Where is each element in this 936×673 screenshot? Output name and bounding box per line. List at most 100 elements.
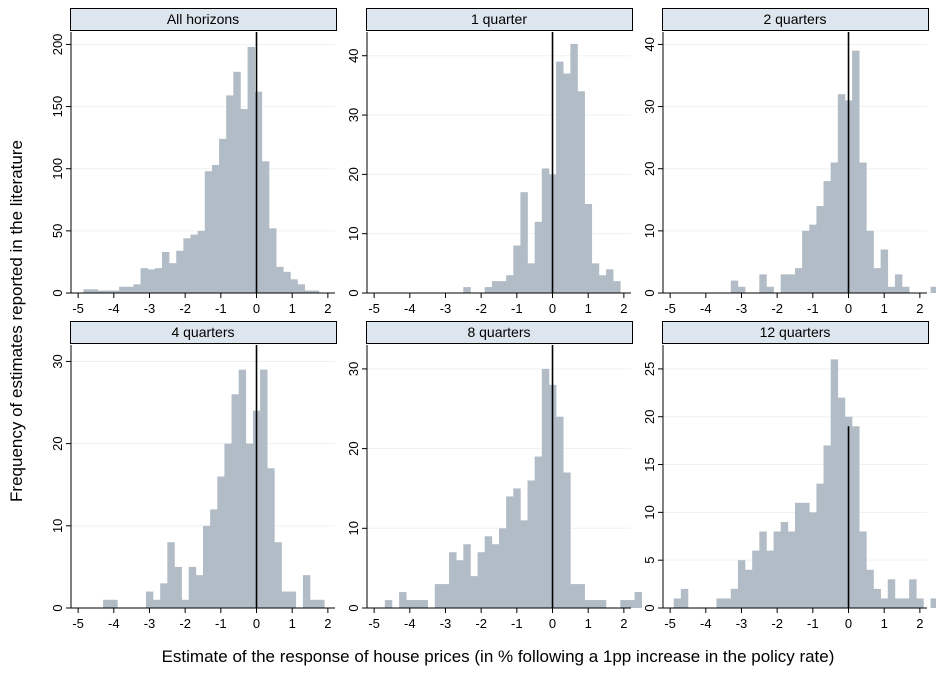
histogram-bar	[261, 161, 270, 293]
histogram-bar	[126, 286, 134, 293]
x-tick-label: -4	[700, 616, 712, 631]
histogram-bar	[195, 575, 204, 608]
histogram-bar	[97, 290, 106, 293]
x-tick-label: -2	[179, 616, 191, 631]
histogram-bar	[449, 552, 457, 608]
histogram-bar	[737, 560, 746, 608]
histogram-bar	[541, 368, 550, 608]
histogram-bar	[317, 599, 325, 608]
histogram-bar	[730, 280, 739, 293]
histogram-bar	[434, 584, 443, 608]
panels: All horizons 0 5 0 10 0 150 20 0 -5 -4 -3 -2 -1 0 1 2 1 q…	[50, 8, 936, 631]
histogram-bar	[634, 592, 643, 608]
histogram-bar	[930, 286, 936, 293]
histogram-bar	[563, 73, 571, 293]
histogram-bar	[506, 496, 514, 608]
panel-title: All horizons	[167, 11, 239, 27]
histogram-bar	[219, 138, 227, 293]
histogram-bar	[880, 598, 889, 608]
histogram-bar	[304, 290, 313, 293]
histogram-bar	[238, 369, 247, 608]
x-tick-label: -4	[700, 301, 712, 316]
histogram-bar	[866, 230, 874, 293]
histogram-bar	[513, 488, 521, 608]
histogram-bar	[463, 287, 471, 293]
x-tick-label: -5	[368, 301, 380, 316]
histogram-bar	[866, 569, 874, 608]
histogram-bar	[570, 584, 578, 608]
histogram-bar	[506, 275, 514, 293]
histogram-bar	[773, 531, 782, 608]
histogram-bar	[673, 598, 682, 608]
histogram-bar	[181, 599, 190, 608]
histogram-bar	[737, 286, 746, 293]
x-tick-label: -5	[664, 616, 676, 631]
histogram-bar	[513, 245, 521, 293]
x-tick-label: 1	[289, 301, 296, 316]
y-tick-label: 0	[50, 289, 65, 296]
histogram-bar	[283, 271, 291, 293]
histogram-bar	[873, 268, 881, 293]
x-tick-label: -4	[404, 301, 416, 316]
histogram-bar	[477, 552, 486, 608]
panel-title: 1 quarter	[471, 11, 527, 27]
histogram-bar	[802, 502, 810, 608]
histogram-bar	[183, 238, 191, 293]
y-tick-label: 5	[642, 557, 657, 564]
x-tick-label: 2	[916, 301, 923, 316]
histogram-bar	[745, 569, 753, 608]
histogram-bar	[930, 598, 936, 608]
histogram-bar	[859, 162, 867, 293]
histogram-bar	[520, 520, 528, 608]
histogram-bar	[816, 206, 824, 293]
histogram-bar	[276, 266, 284, 293]
y-tick-label: 150	[50, 96, 65, 118]
histogram-bar	[399, 592, 407, 608]
x-tick-label: -2	[475, 301, 487, 316]
x-tick-label: -2	[771, 616, 783, 631]
y-tick-label: 10	[50, 519, 65, 533]
panel-header	[70, 8, 337, 31]
panel-header	[662, 321, 929, 344]
x-tick-label: 1	[585, 616, 592, 631]
x-tick-label: -1	[807, 616, 819, 631]
histogram-bar	[766, 550, 774, 608]
histogram-bar	[160, 583, 168, 608]
y-tick-label: 0	[642, 289, 657, 296]
y-tick-label: 10	[346, 226, 361, 240]
panel-5: 8 quarters 0 10 20 30 -5 -4 -3 -2 -1 0 1 2	[346, 321, 643, 631]
histogram-bar	[224, 443, 232, 608]
y-tick-label: 40	[346, 48, 361, 62]
y-tick-label: 0	[642, 604, 657, 611]
histogram-bar	[759, 531, 767, 608]
x-tick-label: 0	[549, 301, 556, 316]
histogram-bar	[491, 544, 500, 608]
x-tick-label: -3	[440, 616, 452, 631]
histogram-bar	[570, 43, 578, 294]
histogram-bar	[413, 600, 421, 608]
x-tick-label: 1	[585, 301, 592, 316]
histogram-bar	[297, 284, 305, 293]
histogram-bar	[556, 61, 564, 294]
histogram-bar	[420, 600, 428, 608]
x-tick-label: -2	[475, 616, 487, 631]
panel-title: 4 quarters	[171, 324, 234, 340]
histogram-bar	[245, 443, 254, 608]
histogram-bar	[830, 359, 839, 608]
histogram-bar	[226, 95, 234, 293]
histogram-bar	[780, 521, 789, 608]
histogram-bar	[787, 531, 796, 608]
histogram-bar	[823, 445, 831, 608]
y-tick-label: 20	[50, 436, 65, 450]
y-tick-label: 30	[642, 99, 657, 113]
panel-6: 12 quarters 0 5 10 15 20 25 -5 -4 -3 -2 -1 0 1 2	[642, 321, 936, 631]
histogram-bar	[730, 588, 739, 608]
histogram-bar	[837, 397, 846, 608]
histogram-bar	[112, 290, 120, 293]
x-tick-label: 0	[253, 301, 260, 316]
histogram-bar	[491, 281, 500, 293]
histogram-bar	[795, 268, 803, 293]
panel-header	[366, 8, 633, 31]
x-tick-label: 2	[620, 616, 627, 631]
y-tick-label: 20	[642, 161, 657, 175]
